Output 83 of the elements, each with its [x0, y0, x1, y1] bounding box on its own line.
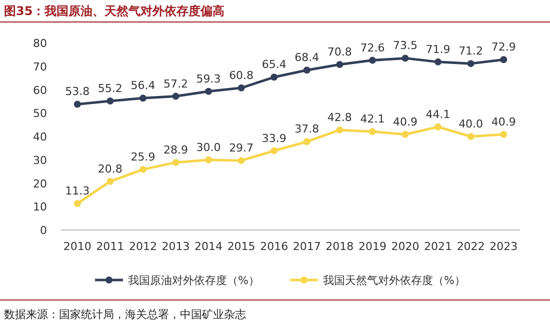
point [500, 56, 508, 64]
point [467, 133, 474, 140]
y-tick-label: 40 [33, 130, 47, 144]
point [238, 157, 245, 164]
data-label: 40.9 [393, 115, 418, 128]
point [336, 126, 344, 134]
data-label: 42.1 [360, 112, 385, 126]
point [336, 61, 344, 68]
y-tick-label: 20 [33, 177, 47, 190]
data-label: 59.3 [196, 72, 221, 86]
data-label: 57.2 [164, 77, 188, 90]
data-label: 40.0 [458, 118, 484, 130]
point [74, 200, 81, 208]
point [303, 66, 310, 74]
x-tick-label: 2015 [227, 240, 256, 253]
data-label: 20.8 [98, 162, 122, 176]
y-tick-label: 60 [33, 84, 47, 97]
y-tick-label: 30 [33, 154, 47, 167]
x-tick-label: 2016 [260, 240, 288, 253]
y-tick-label: 0 [40, 224, 47, 237]
point [303, 138, 310, 146]
x-tick-label: 2014 [194, 240, 223, 253]
data-label: 44.1 [426, 108, 450, 121]
data-label: 25.9 [130, 150, 156, 164]
data-label: 71.9 [426, 42, 450, 56]
point [434, 123, 442, 130]
data-label: 29.7 [229, 142, 254, 155]
data-label: 71.2 [458, 44, 484, 58]
data-label: 73.5 [393, 39, 418, 52]
point [402, 130, 409, 138]
point [368, 56, 376, 64]
point [205, 156, 212, 164]
data-label: 72.6 [360, 41, 385, 54]
data-label: 70.8 [327, 46, 352, 59]
y-tick-label: 70 [33, 60, 47, 74]
data-label: 33.9 [262, 132, 286, 145]
x-tick-label: 2011 [96, 240, 124, 253]
data-label: 11.3 [65, 184, 90, 198]
data-label: 53.8 [65, 85, 90, 98]
legend-label: 我国天然气对外依存度（%） [323, 274, 466, 287]
x-tick-label: 2022 [456, 240, 485, 253]
point [434, 58, 442, 66]
data-label: 56.4 [130, 79, 156, 92]
point [270, 147, 278, 154]
data-label: 37.8 [294, 122, 320, 136]
y-tick-label: 10 [33, 200, 47, 214]
x-tick-label: 2018 [326, 240, 354, 253]
data-label: 42.8 [327, 110, 352, 124]
point [500, 130, 508, 138]
source-note: 数据来源：国家统计局，海关总署，中国矿业杂志 [4, 308, 246, 321]
point [270, 74, 278, 81]
data-label: 55.2 [98, 82, 122, 95]
point [139, 94, 146, 102]
x-tick-label: 2019 [358, 240, 386, 253]
legend-label: 我国原油对外依存度（%） [128, 274, 260, 287]
point [106, 97, 114, 104]
data-label: 30.0 [196, 140, 221, 154]
y-tick-label: 80 [33, 37, 47, 50]
data-label: 65.4 [262, 58, 286, 72]
point [172, 158, 180, 166]
x-tick-label: 2012 [128, 240, 157, 253]
data-label: 68.4 [294, 51, 320, 64]
x-tick-label: 2017 [292, 240, 321, 253]
data-label: 40.9 [491, 115, 516, 128]
x-tick-label: 2013 [162, 240, 190, 253]
data-label: 60.8 [229, 68, 254, 82]
point [368, 128, 376, 136]
data-label: 28.9 [164, 143, 188, 156]
chart-title: 图35：我国原油、天然气对外依存度偏高 [4, 4, 225, 18]
x-tick-label: 2020 [391, 240, 420, 253]
point [467, 60, 474, 68]
point [74, 100, 81, 108]
x-tick-label: 2010 [63, 240, 92, 253]
point [139, 166, 146, 173]
point [402, 54, 409, 62]
y-tick-label: 50 [33, 107, 47, 120]
point [205, 88, 212, 95]
data-label: 72.9 [491, 40, 516, 54]
point [106, 178, 114, 185]
point [172, 92, 180, 100]
x-tick-label: 2023 [490, 240, 518, 253]
x-tick-label: 2021 [424, 240, 452, 253]
point [238, 84, 245, 92]
